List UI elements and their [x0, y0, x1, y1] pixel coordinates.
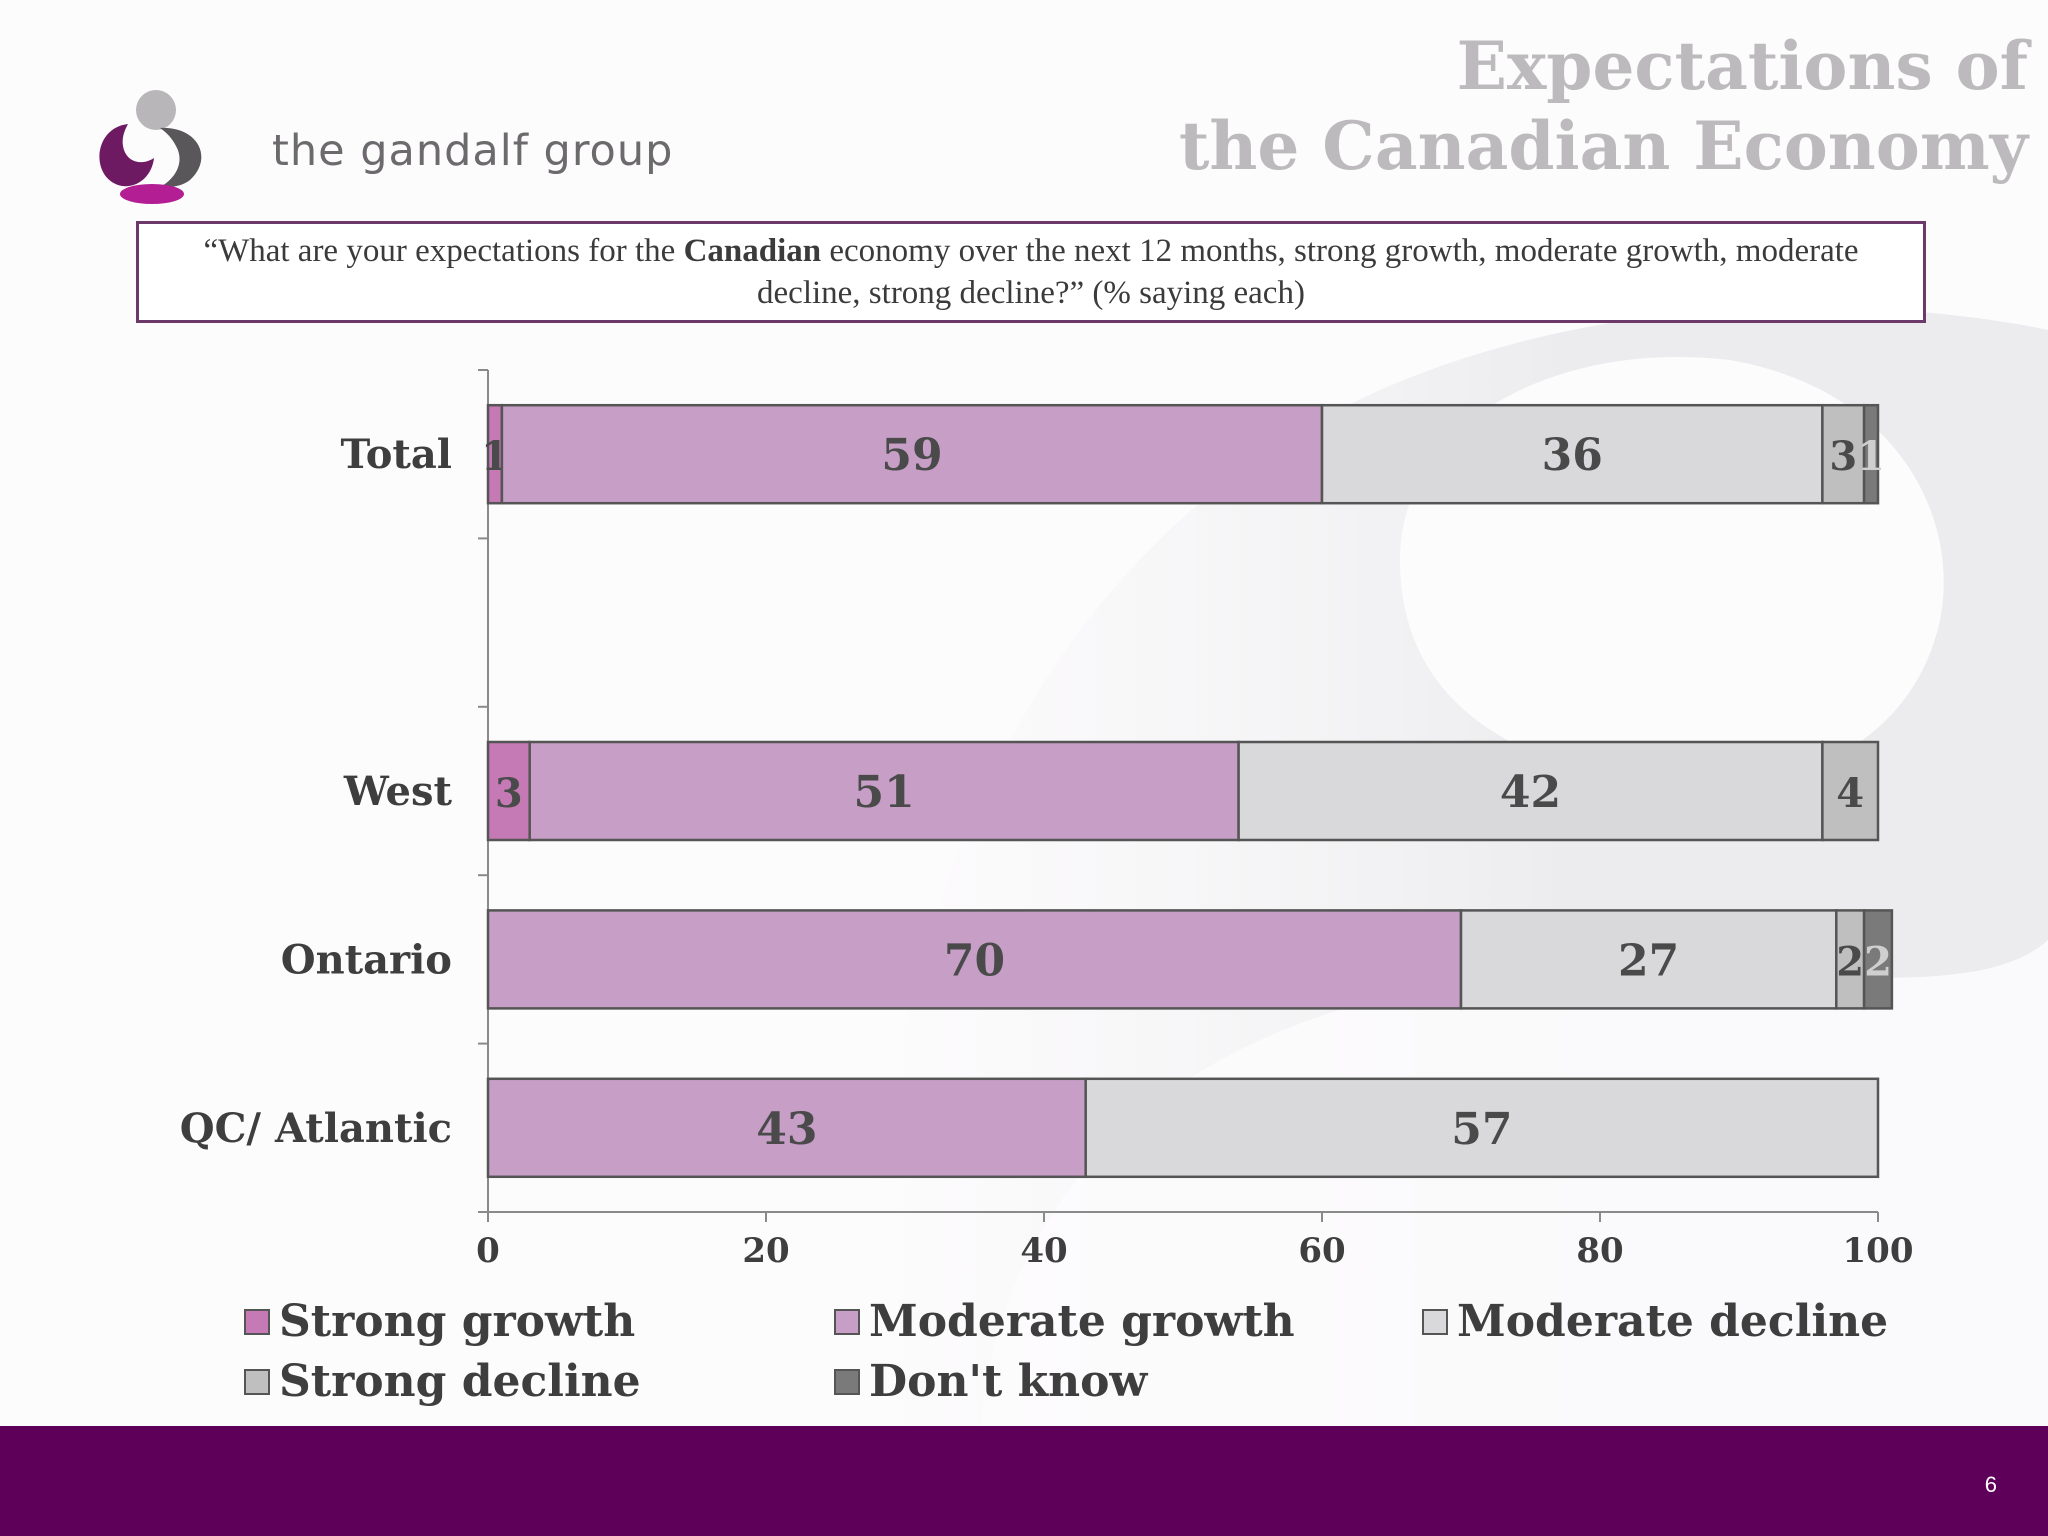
page-number: 6 [1984, 1472, 1997, 1497]
question-text-start: “What are your expectations for the [203, 233, 684, 269]
x-tick-label: 60 [1298, 1231, 1345, 1271]
bar-west-strong-decline [1821, 740, 1880, 842]
question-text-end: economy over the next 12 months, strong … [757, 233, 1859, 311]
category-label-west: West [343, 768, 453, 815]
legend-item-moderate-decline: Moderate decline [1422, 1296, 1888, 1347]
brand-name: the gandalf group [272, 126, 674, 176]
question-text-bold: Canadian [683, 233, 822, 269]
x-tick-label: 0 [476, 1231, 500, 1271]
data-label-ontario-moderate-decline: 27 [1618, 935, 1679, 986]
legend-label: Moderate decline [1457, 1296, 1889, 1347]
legend-swatch [834, 1368, 860, 1395]
legend-swatch [834, 1308, 860, 1335]
slide-title-line-1: Expectations of [1456, 27, 2028, 105]
gandalf-logo [99, 90, 202, 204]
data-label-total-moderate-growth: 59 [881, 430, 942, 481]
bar-ontario-moderate-decline [1459, 909, 1838, 1010]
bar-total-moderate-growth [500, 403, 1324, 505]
x-tick-label: 100 [1843, 1231, 1914, 1271]
bar-qc-atlantic-moderate-growth [486, 1077, 1087, 1179]
bar-ontario-don-t-know [1862, 909, 1894, 1010]
bar-total-moderate-decline [1320, 403, 1824, 505]
question-box: “What are your expectations for the Cana… [136, 221, 1926, 323]
legend-swatch [1422, 1308, 1448, 1335]
legend-swatch [244, 1368, 270, 1395]
bar-total-strong-decline [1821, 403, 1866, 505]
data-label-ontario-strong-decline: 2 [1836, 938, 1864, 985]
data-label-west-moderate-growth: 51 [854, 767, 915, 818]
data-label-west-moderate-decline: 42 [1500, 767, 1561, 818]
data-label-qc-atlantic-moderate-decline: 57 [1451, 1104, 1512, 1155]
legend-swatch [244, 1308, 270, 1335]
legend-item-strong-growth: Strong growth [244, 1296, 635, 1347]
category-label-ontario: Ontario [281, 936, 452, 983]
legend-item-strong-decline: Strong decline [244, 1356, 641, 1407]
bar-total-don-t-know [1862, 403, 1880, 505]
bar-west-moderate-growth [528, 740, 1240, 842]
category-label-qc-atlantic: QC/ Atlantic [180, 1105, 452, 1152]
data-label-west-strong-decline: 4 [1836, 770, 1864, 817]
data-label-ontario-don-t-know: 2 [1864, 938, 1892, 985]
legend-label: Strong growth [279, 1296, 636, 1347]
bar-ontario-moderate-growth [486, 909, 1463, 1010]
x-tick-label: 80 [1576, 1231, 1623, 1271]
bar-west-strong-growth [486, 740, 531, 842]
x-tick-label: 20 [742, 1231, 789, 1271]
data-label-total-don-t-know: 1 [1857, 433, 1885, 480]
bar-west-moderate-decline [1237, 740, 1824, 842]
chart-legend: Strong growth Moderate growth Moderate dec… [244, 1296, 1964, 1424]
legend-item-don-t-know: Don't know [834, 1356, 1147, 1407]
category-label-total: Total [341, 431, 452, 478]
data-label-total-moderate-decline: 36 [1542, 430, 1603, 481]
footer-bar: 6 [0, 1426, 2048, 1536]
data-label-qc-atlantic-moderate-growth: 43 [756, 1104, 817, 1155]
legend-label: Don't know [869, 1356, 1148, 1407]
slide-title-line-2: the Canadian Economy [1178, 107, 2028, 185]
data-label-total-strong-decline: 3 [1829, 433, 1857, 480]
legend-label: Strong decline [279, 1356, 641, 1407]
legend-label: Moderate growth [869, 1296, 1295, 1347]
legend-item-moderate-growth: Moderate growth [834, 1296, 1295, 1347]
data-label-west-strong-growth: 3 [495, 770, 523, 817]
x-tick-label: 40 [1020, 1231, 1067, 1271]
slide-title: Expectations of the Canadian Economy [1028, 26, 2028, 186]
bar-ontario-strong-decline [1835, 909, 1866, 1010]
question-text: “What are your expectations for the Cana… [161, 230, 1901, 314]
bar-qc-atlantic-moderate-decline [1084, 1077, 1880, 1179]
data-label-ontario-moderate-growth: 70 [944, 935, 1005, 986]
